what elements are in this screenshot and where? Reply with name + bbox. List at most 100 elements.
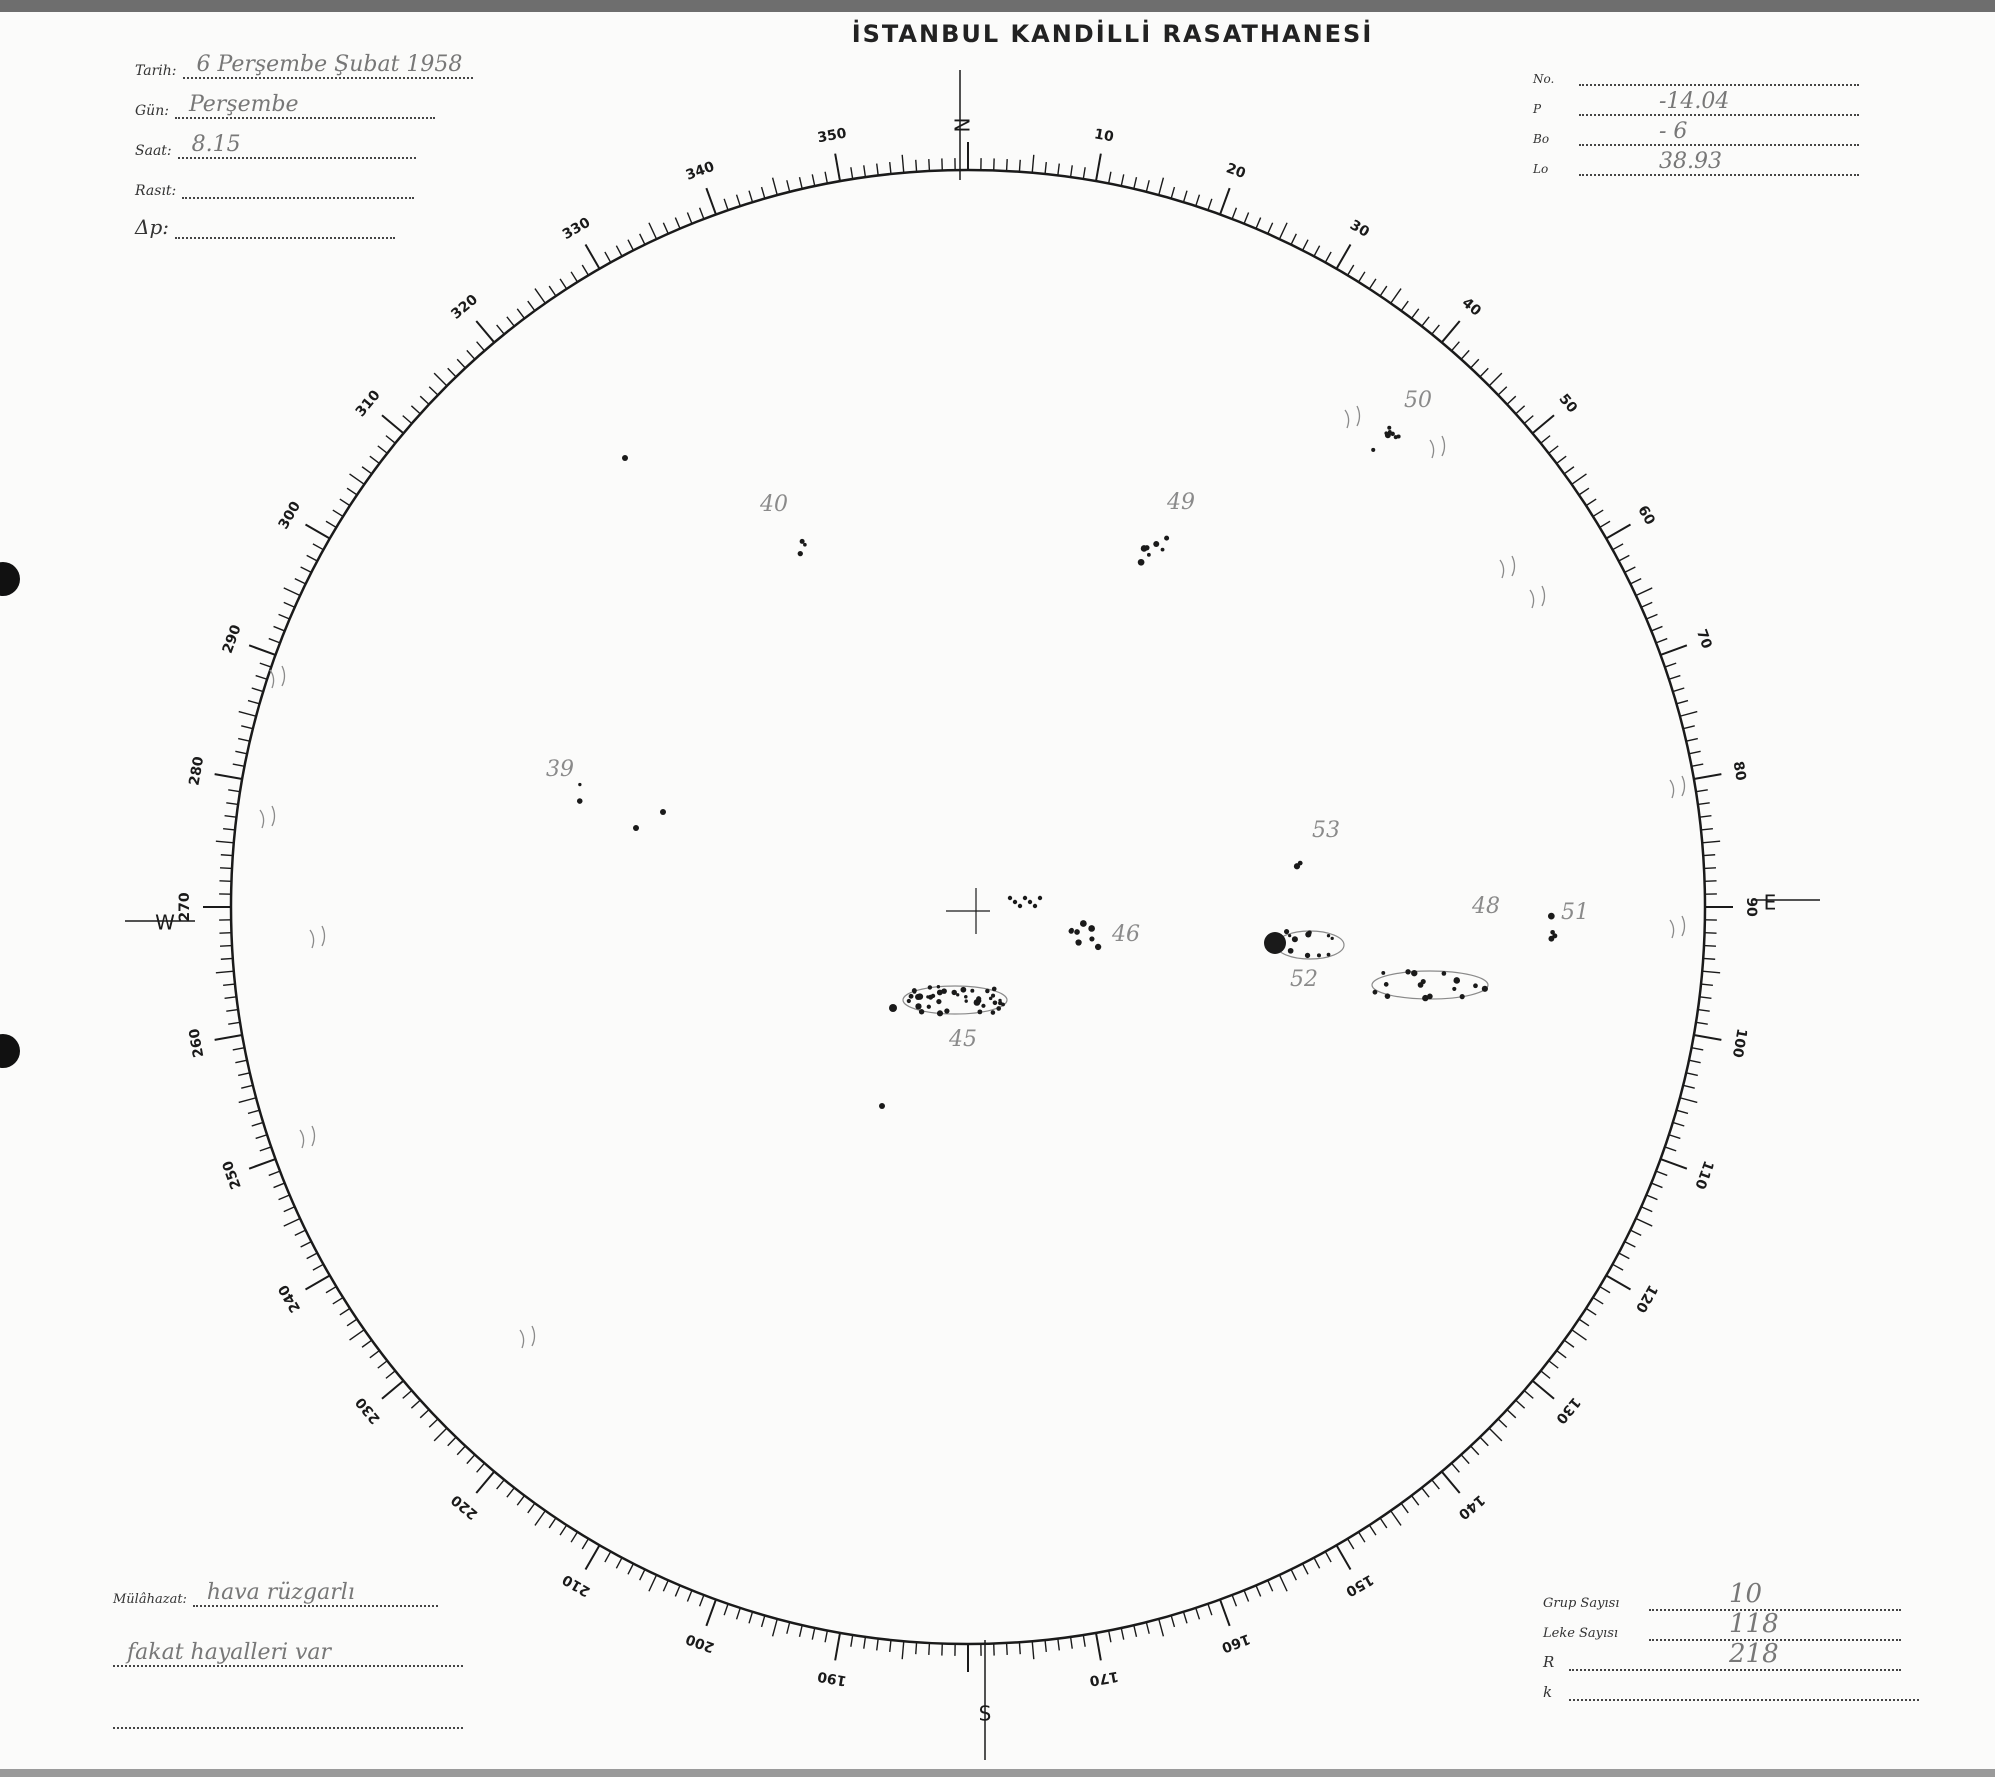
sunspot [1068, 928, 1074, 934]
facula-sketch [1669, 775, 1686, 799]
degree-tick [559, 278, 568, 290]
remarks-field[interactable]: Mülâhazat: hava rüzgarlı [113, 1580, 438, 1607]
degree-tick [639, 233, 646, 245]
degree-tick [1018, 159, 1021, 172]
degree-tick [428, 386, 439, 396]
remarks-line-2-field[interactable]: fakat hayalleri var [113, 1640, 463, 1667]
sunspot [1326, 952, 1331, 957]
degree-tick [1578, 1318, 1590, 1327]
degree-tick [219, 867, 233, 870]
sunspot [797, 550, 803, 557]
degree-tick [476, 341, 486, 352]
facula-sketch [299, 1125, 316, 1149]
r-number-field[interactable]: R 218 [1543, 1639, 1901, 1671]
day-label: Gün: [135, 103, 169, 119]
degree-label: 270 [177, 892, 193, 921]
sunspot [1411, 969, 1418, 977]
spot-count-field[interactable]: Leke Sayısı 118 [1543, 1609, 1901, 1641]
sunspot [1390, 431, 1395, 437]
sunspot [1548, 935, 1555, 942]
sunspot-group-label: 39 [546, 757, 574, 782]
degree-tick [1523, 415, 1534, 425]
degree-tick [1057, 163, 1060, 176]
sunspot [908, 993, 914, 999]
degree-tick [1005, 158, 1008, 172]
degree-tick [1170, 1615, 1176, 1628]
l0-label: Lo [1533, 162, 1549, 176]
degree-tick [238, 1072, 251, 1077]
scan-border-top [0, 0, 1995, 12]
degree-label: 310 [353, 387, 384, 420]
degree-tick [1540, 1370, 1551, 1379]
remarks-line-2: fakat hayalleri var [127, 1640, 332, 1665]
degree-tick [381, 414, 405, 435]
degree-tick [1655, 637, 1668, 644]
degree-tick [248, 644, 276, 656]
date-value: 6 Perşembe Şubat 1958 [196, 52, 463, 77]
degree-tick [410, 1399, 421, 1409]
sunspot [1381, 970, 1386, 975]
degree-tick [1605, 1274, 1632, 1291]
p-angle-field[interactable]: P -14.04 [1533, 89, 1859, 116]
sunspot [976, 998, 982, 1004]
degree-tick [339, 1307, 351, 1316]
degree-label: 100 [1729, 1027, 1750, 1059]
degree-tick [1506, 1409, 1517, 1419]
sunspot [1307, 930, 1312, 936]
degree-tick [235, 750, 248, 755]
degree-tick [1470, 358, 1480, 369]
degree-tick [824, 171, 829, 184]
remarks-label: Mülâhazat: [113, 1592, 187, 1607]
degree-tick [251, 687, 264, 693]
south-label: S [979, 1702, 992, 1726]
l0-field[interactable]: Lo 38.93 [1533, 149, 1859, 176]
degree-tick [928, 1642, 931, 1656]
sunspot [1017, 903, 1023, 909]
degree-tick [1630, 1229, 1642, 1236]
sunspot [1074, 929, 1080, 935]
day-field[interactable]: Gün: Perşembe [135, 92, 435, 119]
degree-tick [527, 1502, 536, 1514]
sunspot [1417, 982, 1424, 988]
degree-tick [889, 162, 892, 175]
degree-tick [466, 349, 476, 360]
b0-value: - 6 [1659, 119, 1688, 144]
degree-tick [1031, 1641, 1035, 1660]
time-field[interactable]: Saat: 8.15 [135, 132, 416, 159]
degree-label: 20 [1224, 160, 1248, 182]
degree-tick [1231, 1594, 1238, 1607]
degree-tick [1450, 1462, 1460, 1473]
degree-tick [1556, 455, 1567, 465]
degree-tick [1145, 180, 1150, 193]
date-field[interactable]: Tarih: 6 Perşembe Şubat 1958 [135, 52, 473, 79]
degree-tick [1672, 1121, 1685, 1127]
degree-tick [294, 1229, 306, 1236]
degree-label: 250 [220, 1158, 245, 1191]
observer-field[interactable]: Rasıt: [135, 175, 415, 199]
sunspot [1288, 934, 1292, 938]
degree-tick [863, 1636, 867, 1649]
degree-tick [1679, 710, 1698, 717]
degree-tick [1497, 1418, 1508, 1428]
delta-p-field[interactable]: Δp: [135, 215, 395, 239]
degree-tick [1278, 1574, 1288, 1592]
remarks-line-3-field[interactable] [113, 1705, 463, 1729]
degree-tick [1488, 1427, 1503, 1442]
degree-tick [798, 1624, 803, 1637]
degree-tick [834, 153, 842, 182]
k-factor-field[interactable]: k [1543, 1677, 1919, 1701]
degree-tick [1470, 1445, 1480, 1456]
degree-tick [241, 1084, 254, 1089]
degree-tick [1057, 1638, 1060, 1651]
number-field[interactable]: No. [1533, 62, 1859, 86]
b0-field[interactable]: Bo - 6 [1533, 119, 1859, 146]
group-count-field[interactable]: Grup Sayısı 10 [1543, 1579, 1901, 1611]
degree-tick [901, 1641, 905, 1660]
sunspot [1032, 903, 1038, 909]
degree-tick [259, 1146, 272, 1152]
degree-tick [698, 1594, 705, 1607]
degree-tick [1231, 207, 1238, 220]
degree-tick [1170, 186, 1176, 199]
delta-p-label: Δp: [135, 215, 169, 239]
degree-tick [1207, 198, 1213, 211]
